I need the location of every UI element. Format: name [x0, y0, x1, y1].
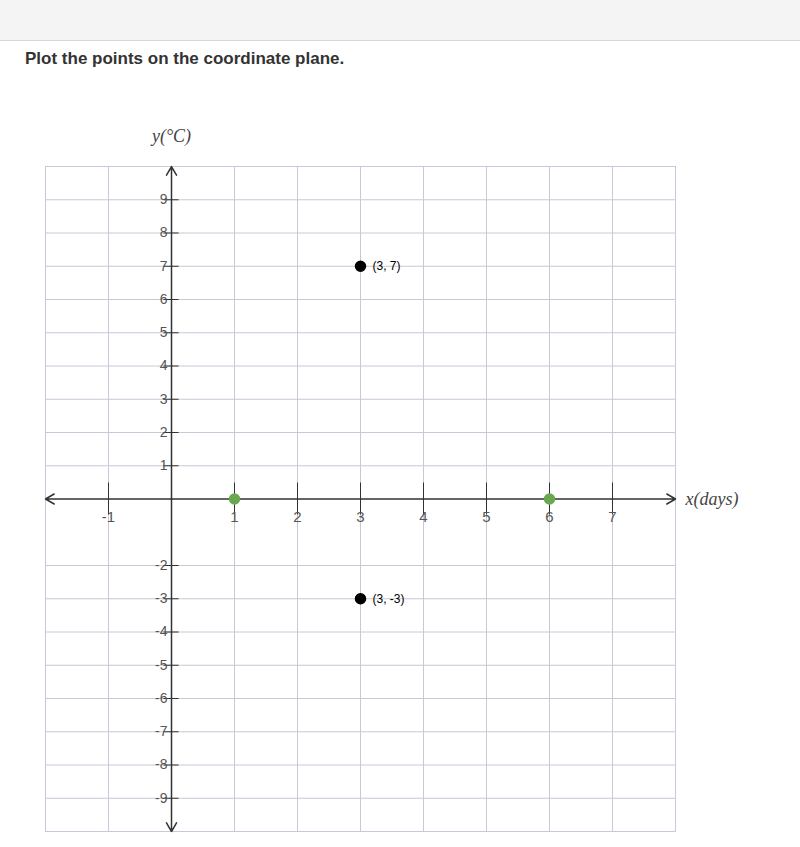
svg-text:3: 3: [356, 508, 364, 525]
svg-text:7: 7: [160, 258, 168, 274]
svg-text:2: 2: [160, 424, 168, 440]
svg-text:-4: -4: [155, 623, 168, 639]
svg-text:-9: -9: [155, 790, 168, 806]
svg-text:6: 6: [160, 291, 168, 307]
svg-text:5: 5: [482, 508, 490, 525]
svg-text:(3, -3): (3, -3): [373, 592, 405, 606]
svg-text:4: 4: [419, 508, 427, 525]
svg-text:9: 9: [160, 191, 168, 207]
svg-text:5: 5: [160, 324, 168, 340]
svg-text:-1: -1: [102, 508, 115, 525]
svg-text:4: 4: [160, 357, 168, 373]
svg-text:-8: -8: [155, 756, 168, 772]
svg-text:-5: -5: [155, 657, 168, 673]
html-text:Plot the points on the coordin: Plot the points on the coordinate plane.: [25, 49, 345, 68]
svg-text:x(days): x(days): [685, 489, 739, 510]
svg-text:6: 6: [545, 508, 553, 525]
svg-text:7: 7: [608, 508, 616, 525]
svg-text:-7: -7: [155, 723, 168, 739]
svg-text:(3, 7): (3, 7): [373, 259, 401, 273]
svg-text:y(°C): y(°C): [150, 126, 191, 147]
svg-text:8: 8: [160, 224, 168, 240]
svg-text:-6: -6: [155, 690, 168, 706]
svg-text:1: 1: [230, 508, 238, 525]
svg-text:3: 3: [160, 391, 168, 407]
svg-text:2: 2: [293, 508, 301, 525]
svg-text:1: 1: [160, 457, 168, 473]
svg-text:-2: -2: [155, 557, 168, 573]
svg-text:-3: -3: [155, 590, 168, 606]
